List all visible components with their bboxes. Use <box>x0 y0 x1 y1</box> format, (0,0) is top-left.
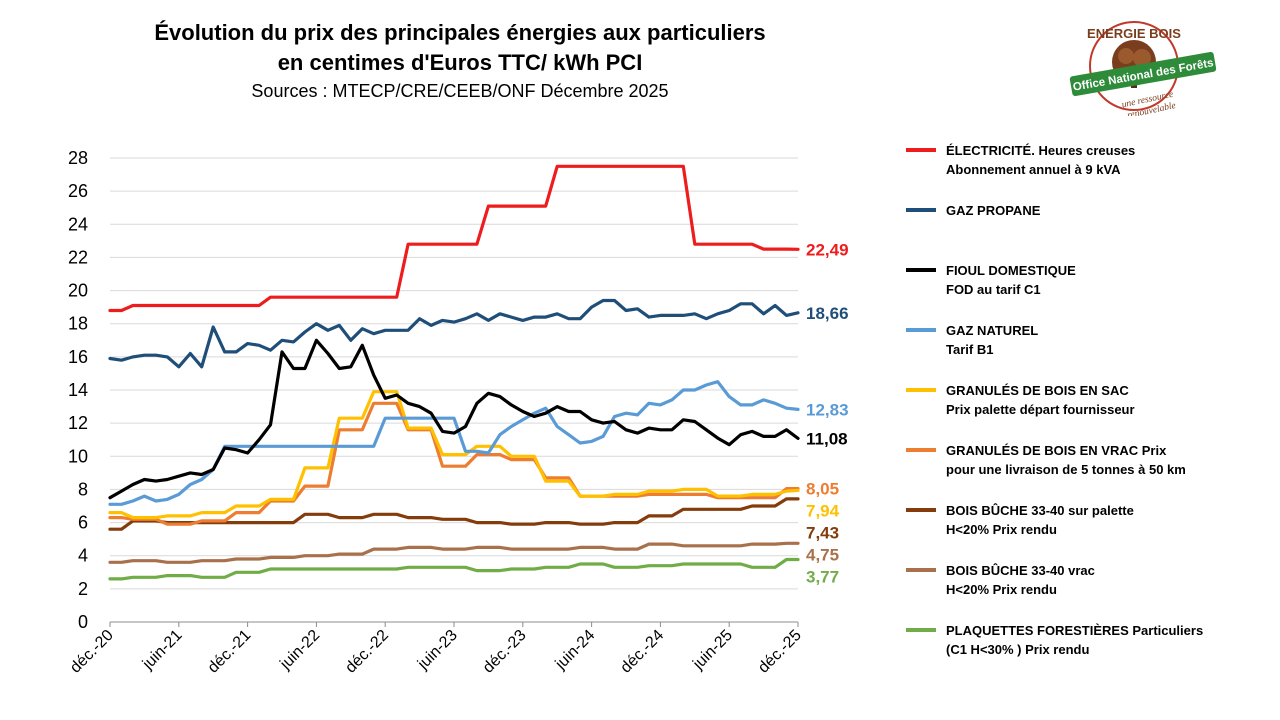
chart-title-line1: Évolution du prix des principales énergi… <box>154 20 766 45</box>
chart-sources: Sources : MTECP/CRE/CEEB/ONF Décembre 20… <box>251 81 669 101</box>
end-value-label: 12,83 <box>806 400 849 419</box>
chart-legend: ÉLECTRICITÉ. Heures creuses Abonnement an… <box>906 143 1203 657</box>
legend-label: FIOUL DOMESTIQUE <box>946 263 1076 278</box>
y-tick-label: 12 <box>68 413 88 433</box>
legend-label: BOIS BÛCHE 33-40 sur palette <box>946 503 1134 518</box>
x-tick-label: juin-23 <box>414 627 461 674</box>
legend-label: GRANULÉS DE BOIS EN SAC <box>946 383 1129 398</box>
x-tick-label: déc.-21 <box>205 627 255 677</box>
y-tick-label: 20 <box>68 281 88 301</box>
legend-label: GAZ NATUREL <box>946 323 1038 338</box>
chart-gridlines <box>110 157 798 623</box>
end-value-label: 22,49 <box>806 240 849 259</box>
x-tick-label: déc.-22 <box>342 627 392 677</box>
chart-title-line2: en centimes d'Euros TTC/ kWh PCI <box>277 50 643 75</box>
y-tick-label: 4 <box>78 546 88 566</box>
series-line-3 <box>108 338 800 500</box>
y-tick-label: 0 <box>78 612 88 632</box>
series-line-9 <box>108 557 800 581</box>
logo-top-text: ENERGIE BOIS <box>1087 26 1181 41</box>
y-tick-label: 14 <box>68 380 88 400</box>
legend-label-line2: FOD au tarif C1 <box>946 282 1041 297</box>
onf-energie-bois-logo: ENERGIE BOIS Office National des Forêts … <box>1069 21 1217 116</box>
end-value-label: 18,66 <box>806 304 849 323</box>
chart-series-group <box>108 164 800 581</box>
series-line-2 <box>108 298 800 369</box>
x-tick-label: déc.-24 <box>617 627 667 677</box>
end-value-label: 3,77 <box>806 568 839 587</box>
legend-label-line2: Prix palette départ fournisseur <box>946 402 1135 417</box>
y-tick-label: 24 <box>68 214 88 234</box>
chart-end-labels: 22,49 18,66 11,08 12,83 7,94 8,05 7,43 4,75 3,77 <box>806 240 849 586</box>
legend-label-line2: Abonnement annuel à 9 kVA <box>946 162 1121 177</box>
legend-label: GRANULÉS DE BOIS EN VRAC Prix <box>946 443 1167 458</box>
legend-label-line2: H<20% Prix rendu <box>946 582 1057 597</box>
legend-label: GAZ PROPANE <box>946 203 1041 218</box>
x-tick-label: juin-22 <box>277 627 324 674</box>
logo-tree-leaf <box>1133 49 1151 67</box>
chart-title-block: Évolution du prix des principales énergi… <box>60 18 860 104</box>
series-line-8 <box>108 541 800 564</box>
y-tick-label: 28 <box>68 148 88 168</box>
series-line-6 <box>108 401 800 526</box>
legend-label: PLAQUETTES FORESTIÈRES Particuliers <box>946 623 1203 638</box>
end-value-label: 11,08 <box>806 429 848 448</box>
y-tick-label: 10 <box>68 446 88 466</box>
series-line-1 <box>108 164 800 313</box>
series-line-7 <box>108 497 800 531</box>
x-tick-label: juin-21 <box>139 627 186 674</box>
end-value-label: 7,94 <box>806 502 840 521</box>
x-tick-label: juin-24 <box>552 627 599 674</box>
x-tick-label: déc.-23 <box>480 627 530 677</box>
series-line-4 <box>108 380 800 506</box>
y-tick-label: 16 <box>68 347 88 367</box>
legend-label: ÉLECTRICITÉ. Heures creuses <box>946 143 1135 158</box>
y-tick-label: 8 <box>78 479 88 499</box>
legend-label: BOIS BÛCHE 33-40 vrac <box>946 563 1095 578</box>
y-tick-label: 22 <box>68 247 88 267</box>
series-line-5 <box>108 390 800 520</box>
end-value-label: 4,75 <box>806 546 839 565</box>
y-tick-label: 2 <box>78 579 88 599</box>
legend-label-line2: Tarif B1 <box>946 342 993 357</box>
y-tick-label: 26 <box>68 181 88 201</box>
x-tick-label: déc.-20 <box>67 627 117 677</box>
logo-band <box>1069 51 1217 97</box>
end-value-label: 7,43 <box>806 524 839 543</box>
y-tick-label: 18 <box>68 314 88 334</box>
end-value-label: 8,05 <box>806 480 839 499</box>
logo-tree-leaf <box>1118 48 1134 64</box>
y-tick-label: 6 <box>78 513 88 533</box>
x-tick-label: déc.-25 <box>755 627 805 677</box>
legend-label-line2: (C1 H<30% ) Prix rendu <box>946 642 1089 657</box>
x-tick-label: juin-25 <box>689 627 736 674</box>
legend-label-line2: H<20% Prix rendu <box>946 522 1057 537</box>
legend-label-line2: pour une livraison de 5 tonnes à 50 km <box>946 462 1186 477</box>
